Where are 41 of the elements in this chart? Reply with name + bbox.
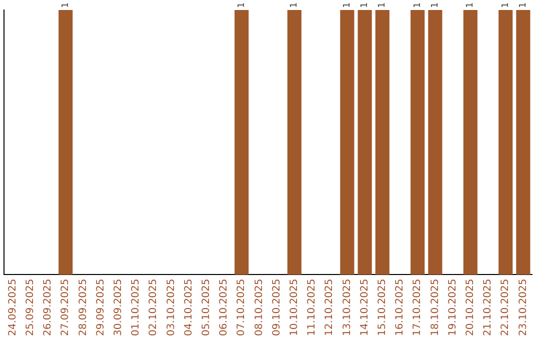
- data-label: 1: [518, 2, 529, 8]
- x-tick-label: 06.10.2025: [218, 278, 230, 336]
- data-label: 1: [360, 2, 370, 8]
- x-tick-label: 20.10.2025: [464, 278, 476, 336]
- x-tick-label: 08.10.2025: [254, 278, 265, 336]
- x-tick-label: 19.10.2025: [447, 278, 458, 336]
- data-label: 1: [500, 2, 511, 8]
- x-tick-label: 03.10.2025: [166, 278, 177, 336]
- x-tick-label: 17.10.2025: [412, 278, 424, 336]
- x-tick-label: 24.09.2025: [7, 278, 18, 336]
- x-tick-label: 30.09.2025: [112, 278, 124, 336]
- x-tick-label: 11.10.2025: [306, 278, 318, 336]
- x-tick-label: 04.10.2025: [183, 278, 194, 336]
- x-tick-label: 09.10.2025: [271, 278, 282, 336]
- x-tick-label: 01.10.2025: [130, 278, 142, 336]
- x-tick-label: 25.09.2025: [24, 278, 36, 336]
- x-tick-label: 22.10.2025: [500, 278, 512, 336]
- x-tick-label: 05.10.2025: [200, 278, 212, 336]
- data-label: 1: [378, 2, 388, 8]
- x-tick-label: 18.10.2025: [430, 278, 441, 336]
- data-label: 1: [342, 2, 353, 8]
- x-tick-label: 13.10.2025: [342, 278, 353, 336]
- x-tick-label: 02.10.2025: [148, 278, 160, 336]
- x-tick-label: 29.09.2025: [95, 278, 106, 336]
- x-tick-label: 16.10.2025: [394, 278, 406, 336]
- data-label: 1: [290, 2, 300, 8]
- x-tick-label: 15.10.2025: [376, 278, 388, 336]
- x-tick-label: 10.10.2025: [288, 278, 300, 336]
- x-tick-label: 07.10.2025: [236, 278, 248, 336]
- x-tick-label: 28.09.2025: [78, 278, 89, 336]
- x-tick-label: 14.10.2025: [359, 278, 370, 336]
- data-label: 1: [430, 2, 441, 8]
- x-tick-label: 12.10.2025: [324, 278, 336, 336]
- data-label: 1: [466, 2, 476, 8]
- x-tick-label: 23.10.2025: [518, 278, 529, 336]
- data-label: 1: [236, 2, 247, 8]
- x-tick-label: 26.09.2025: [42, 278, 54, 336]
- data-label: 1: [60, 2, 71, 8]
- x-tick-label: 27.09.2025: [60, 278, 72, 336]
- data-label: 1: [412, 2, 423, 8]
- x-tick-label: 21.10.2025: [482, 278, 494, 336]
